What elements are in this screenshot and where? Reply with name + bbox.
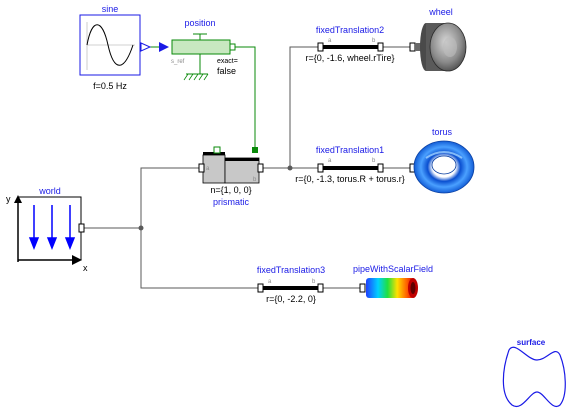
- position-exact-value: false: [217, 66, 236, 76]
- torus-block[interactable]: [409, 140, 475, 194]
- fixedTranslation2-block[interactable]: [317, 42, 384, 52]
- position-block[interactable]: [159, 33, 236, 81]
- world-axis-x: x: [83, 263, 88, 273]
- connection-world-fixedTranslation3[interactable]: [140, 228, 258, 289]
- sine-label: sine: [102, 4, 119, 14]
- junction-dot-left: [138, 225, 144, 231]
- connection-world-prismatic[interactable]: [84, 167, 203, 229]
- world-frame-b[interactable]: [78, 223, 85, 233]
- surface-label: surface: [517, 338, 546, 347]
- ft1-frame-b[interactable]: [377, 163, 384, 173]
- world-block[interactable]: [14, 195, 85, 265]
- ft1-port-b-label: b: [372, 158, 376, 164]
- ft2-port-a-label: a: [328, 38, 332, 44]
- prismatic-port-b-label: b: [253, 177, 257, 183]
- pipe-label: pipeWithScalarField: [353, 264, 433, 274]
- ft1-port-a-label: a: [328, 158, 332, 164]
- signal-position-prismatic[interactable]: [234, 46, 256, 150]
- ft2-param: r={0, -1.6, wheel.rTire}: [306, 53, 395, 63]
- ft1-label: fixedTranslation1: [316, 145, 384, 155]
- prismatic-axis-flange[interactable]: [252, 147, 258, 153]
- prismatic-support-flange[interactable]: [213, 146, 221, 154]
- pipe-block[interactable]: [359, 278, 418, 298]
- prismatic-frame-a[interactable]: [198, 163, 205, 173]
- ft1-param: r={0, -1.3, torus.R + torus.r}: [295, 174, 405, 184]
- position-label: position: [184, 18, 215, 28]
- sine-output-port[interactable]: [140, 42, 152, 52]
- ft3-label: fixedTranslation3: [257, 265, 325, 275]
- prismatic-label: prismatic: [213, 197, 250, 207]
- prismatic-block[interactable]: [198, 146, 264, 184]
- torus-label: torus: [432, 127, 453, 137]
- junction-dot-right: [287, 165, 293, 171]
- position-port-label: s_ref: [171, 59, 185, 65]
- ft3-frame-b[interactable]: [317, 283, 324, 293]
- prismatic-frame-b[interactable]: [257, 163, 264, 173]
- prismatic-param: n={1, 0, 0}: [210, 185, 251, 195]
- ft2-frame-a[interactable]: [317, 42, 324, 52]
- connections: [84, 46, 412, 289]
- world-label: world: [38, 186, 61, 196]
- fixedTranslation3-block[interactable]: [257, 283, 324, 293]
- position-input-port[interactable]: [159, 42, 169, 52]
- ft3-port-a-label: a: [268, 279, 272, 285]
- position-flange[interactable]: [229, 43, 236, 51]
- ft3-frame-a[interactable]: [257, 283, 264, 293]
- sine-block[interactable]: [79, 14, 152, 76]
- world-axis-y: y: [6, 194, 11, 204]
- ft2-port-b-label: b: [372, 38, 376, 44]
- ft2-frame-b[interactable]: [377, 42, 384, 52]
- connection-prismatic-fixedTranslation2[interactable]: [289, 46, 318, 168]
- ft2-label: fixedTranslation2: [316, 25, 384, 35]
- ft3-port-b-label: b: [312, 279, 316, 285]
- prismatic-port-a-label: a: [206, 166, 210, 172]
- surface-block[interactable]: [502, 346, 566, 408]
- wheel-block[interactable]: [409, 22, 467, 72]
- wheel-frame-a[interactable]: [409, 42, 416, 52]
- ft1-frame-a[interactable]: [317, 163, 324, 173]
- pipe-frame-a[interactable]: [359, 283, 366, 293]
- fixedTranslation1-block[interactable]: [317, 163, 384, 173]
- wheel-label: wheel: [428, 7, 453, 17]
- signal-connections: [150, 46, 256, 150]
- position-exact-label: exact=: [217, 58, 238, 65]
- ft3-param: r={0, -2.2, 0}: [266, 294, 316, 304]
- sine-param: f=0.5 Hz: [93, 81, 127, 91]
